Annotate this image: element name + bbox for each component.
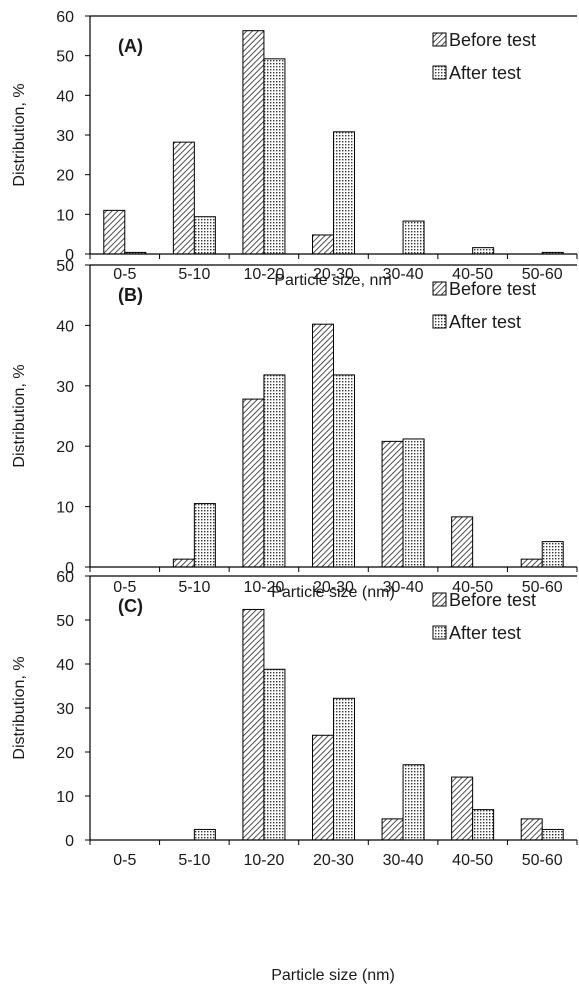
y-axis-label: Distribution, %: [11, 656, 28, 759]
legend-swatch-before: [432, 592, 447, 607]
legend-label-before: Before test: [449, 279, 536, 299]
x-axis-label: Particle size (nm): [271, 584, 395, 601]
y-tick-label: 40: [56, 318, 74, 335]
y-tick-label: 10: [56, 789, 74, 806]
bar-before: [381, 440, 404, 568]
y-tick-label: 30: [56, 128, 74, 145]
x-tick-label: 5-10: [178, 852, 210, 869]
bar-after: [333, 697, 355, 841]
bar-after: [541, 828, 564, 841]
y-tick-label: 0: [65, 560, 74, 577]
bar-before: [312, 323, 334, 568]
bar-after: [333, 374, 355, 568]
bar-before: [381, 818, 404, 841]
y-tick-label: 10: [56, 207, 74, 224]
x-tick-label: 10-20: [243, 852, 284, 869]
x-axis-label: Particle size (nm): [271, 967, 395, 984]
x-tick-label: 0-5: [113, 579, 136, 596]
legend-label-after: After test: [449, 623, 521, 643]
x-tick-label: 20-30: [313, 579, 354, 596]
x-axis-label: Particle size, nm: [274, 272, 391, 289]
x-tick-label: 40-50: [452, 579, 493, 596]
bar-before: [172, 558, 195, 568]
y-tick-label: 50: [56, 49, 74, 66]
y-tick-label: 20: [56, 168, 74, 185]
chart-panel: 0 10 20 30 40 50 0-5 5-10 10-20 20-30 30-40 40-50 50…: [11, 258, 578, 601]
bar-after: [472, 247, 495, 255]
x-tick-label: 0-5: [113, 852, 136, 869]
bar-after: [402, 220, 425, 255]
legend-label-after: After test: [449, 312, 521, 332]
bar-before: [312, 234, 334, 255]
chart-panel: 0 10 20 30 40 50 60 0-5 5-10 10-20 20-30 30-40 40-50…: [11, 569, 578, 984]
bar-after: [402, 764, 425, 841]
panel-label: (C): [118, 596, 143, 616]
y-tick-label: 30: [56, 379, 74, 396]
legend-swatch-before: [432, 281, 447, 296]
bar-after: [263, 58, 286, 255]
y-tick-label: 60: [56, 9, 74, 26]
legend-label-before: Before test: [449, 30, 536, 50]
x-tick-label: 50-60: [522, 852, 563, 869]
y-axis-label: Distribution, %: [11, 364, 28, 467]
x-tick-label: 10-20: [243, 579, 284, 596]
bar-after: [541, 541, 564, 568]
x-tick-label: 10-20: [243, 266, 284, 283]
y-tick-label: 50: [56, 613, 74, 630]
legend-swatch-after: [432, 314, 447, 329]
x-tick-label: 30-40: [383, 852, 424, 869]
bar-after: [193, 216, 216, 255]
bar-before: [242, 608, 265, 841]
y-tick-label: 30: [56, 701, 74, 718]
bar-before: [242, 398, 265, 568]
bar-after: [472, 809, 495, 841]
x-tick-label: 20-30: [313, 852, 354, 869]
bar-before: [312, 734, 334, 841]
x-tick-label: 50-60: [522, 579, 563, 596]
y-tick-label: 60: [56, 569, 74, 586]
x-tick-label: 20-30: [313, 266, 354, 283]
x-tick-label: 50-60: [522, 266, 563, 283]
legend-label-before: Before test: [449, 590, 536, 610]
bar-before: [451, 776, 474, 841]
bar-before: [520, 818, 543, 841]
legend-swatch-after: [432, 65, 447, 80]
legend-swatch-before: [432, 32, 447, 47]
x-tick-label: 40-50: [452, 266, 493, 283]
bar-before: [103, 209, 126, 255]
bar-after: [193, 828, 216, 841]
panel-label: (B): [118, 285, 143, 305]
y-tick-label: 0: [65, 247, 74, 264]
x-tick-label: 0-5: [113, 266, 136, 283]
bar-before: [172, 141, 195, 255]
bar-after: [263, 374, 286, 568]
y-tick-label: 0: [65, 833, 74, 850]
bar-after: [263, 668, 286, 841]
bar-after: [333, 131, 355, 255]
y-tick-label: 40: [56, 657, 74, 674]
panel-label: (A): [118, 36, 143, 56]
bar-before: [242, 30, 265, 255]
x-tick-label: 5-10: [178, 266, 210, 283]
x-tick-label: 30-40: [383, 579, 424, 596]
y-tick-label: 20: [56, 745, 74, 762]
y-tick-label: 40: [56, 88, 74, 105]
bar-after: [402, 438, 425, 568]
x-tick-label: 30-40: [383, 266, 424, 283]
y-axis-label: Distribution, %: [11, 83, 28, 186]
bar-before: [520, 558, 543, 568]
y-tick-label: 20: [56, 439, 74, 456]
legend-label-after: After test: [449, 63, 521, 83]
chart-panel: 0 10 20 30 40 50 60 0-5 5-10 10-20 20-30 30-40 40-50…: [11, 9, 578, 289]
x-tick-label: 5-10: [178, 579, 210, 596]
legend-swatch-after: [432, 625, 447, 640]
y-tick-label: 10: [56, 500, 74, 517]
y-tick-label: 50: [56, 258, 74, 275]
bar-after: [193, 503, 216, 568]
x-tick-label: 40-50: [452, 852, 493, 869]
bar-before: [451, 516, 474, 568]
